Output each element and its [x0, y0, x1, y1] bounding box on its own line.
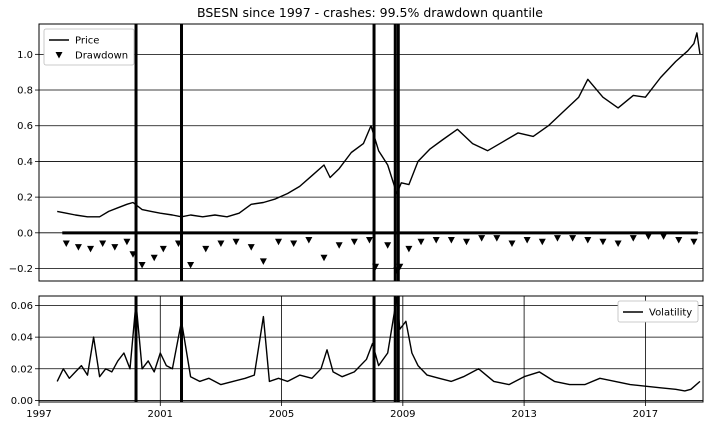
drawdown-marker	[599, 238, 607, 246]
drawdown-marker	[259, 258, 267, 265]
legend-marker-swatch	[55, 52, 63, 59]
drawdown-marker	[62, 240, 70, 248]
axes-frame	[38, 295, 704, 403]
price-line	[57, 32, 701, 218]
x-tick-label: 2009	[390, 409, 415, 420]
drawdown-marker	[275, 238, 283, 246]
drawdown-marker	[290, 240, 298, 248]
drawdown-marker	[138, 261, 146, 269]
drawdown-marker	[584, 236, 592, 244]
drawdown-marker	[350, 238, 358, 246]
drawdown-marker	[675, 236, 683, 244]
drawdown-marker	[123, 238, 131, 246]
legend: Price Drawdown	[43, 28, 135, 66]
legend-box	[43, 28, 135, 66]
y-tick-label: 0.00	[11, 396, 33, 407]
y-tick-label: 0.8	[17, 86, 33, 97]
x-tick-label: 2001	[148, 409, 173, 420]
drawdown-marker	[447, 236, 455, 244]
drawdown-marker	[129, 251, 137, 258]
drawdown-marker	[217, 240, 225, 248]
drawdown-marker	[405, 245, 413, 253]
y-tick-label: 1.0	[17, 50, 33, 61]
drawdown-marker	[463, 238, 471, 246]
drawdown-marker	[187, 261, 195, 269]
y-tick-label: 0.4	[17, 157, 33, 168]
drawdown-marker	[432, 236, 440, 244]
drawdown-marker	[644, 233, 652, 240]
drawdown-marker	[150, 254, 158, 262]
y-tick-label: 0.06	[11, 301, 33, 312]
legend-label: Drawdown	[75, 51, 128, 62]
drawdown-marker	[690, 238, 698, 246]
price-drawdown-panel: −0.2 0.0 0.2 0.4 0.6 0.8 1.0 Price Drawdown	[9, 23, 704, 282]
legend-label: Price	[75, 36, 99, 47]
drawdown-marker	[393, 267, 401, 274]
drawdown-marker	[569, 235, 577, 242]
drawdown-marker	[305, 236, 313, 244]
drawdown-marker	[629, 235, 637, 242]
drawdown-marker	[74, 244, 82, 251]
drawdown-marker	[174, 240, 182, 248]
drawdown-marker	[335, 242, 343, 249]
y-tick-label: 0.6	[17, 121, 33, 132]
drawdown-marker	[493, 235, 501, 242]
y-tick-label: −0.2	[9, 264, 33, 275]
drawdown-marker	[508, 240, 516, 248]
x-tick-label: 2005	[269, 409, 294, 420]
drawdown-marker	[87, 245, 95, 253]
drawdown-marker	[384, 242, 392, 249]
drawdown-marker	[111, 244, 119, 251]
y-tick-label: 0.2	[17, 193, 33, 204]
drawdown-marker	[99, 240, 107, 248]
x-tick-label: 2013	[511, 409, 536, 420]
volatility-panel: 0.00 0.02 0.04 0.06 1997 2001 2005 2009 2013 2017…	[11, 295, 704, 420]
drawdown-marker	[417, 238, 425, 246]
y-tick-label: 0.02	[11, 364, 33, 375]
drawdown-marker	[523, 236, 531, 244]
drawdown-marker	[396, 263, 404, 271]
drawdown-marker	[159, 245, 167, 253]
drawdown-marker	[660, 233, 668, 240]
chart-title: BSESN since 1997 - crashes: 99.5% drawdo…	[197, 5, 543, 20]
legend: Volatility	[617, 300, 699, 323]
drawdown-marker	[478, 235, 486, 242]
drawdown-marker	[202, 245, 210, 253]
drawdown-marker	[320, 254, 328, 262]
x-tick-label: 2017	[633, 409, 658, 420]
axes-frame	[38, 23, 704, 282]
y-tick-label: 0.04	[11, 333, 33, 344]
drawdown-marker	[247, 244, 255, 251]
drawdown-marker	[538, 238, 546, 246]
volatility-line	[56, 296, 701, 392]
legend-label: Volatility	[649, 308, 692, 319]
drawdown-marker	[232, 238, 240, 246]
drawdown-marker	[365, 236, 373, 244]
x-tick-label: 1997	[26, 409, 51, 420]
drawdown-marker	[614, 240, 622, 248]
drawdown-marker	[553, 235, 561, 242]
y-tick-label: 0.0	[17, 228, 33, 239]
drawdown-marker	[372, 263, 380, 271]
legend-box	[617, 300, 699, 323]
